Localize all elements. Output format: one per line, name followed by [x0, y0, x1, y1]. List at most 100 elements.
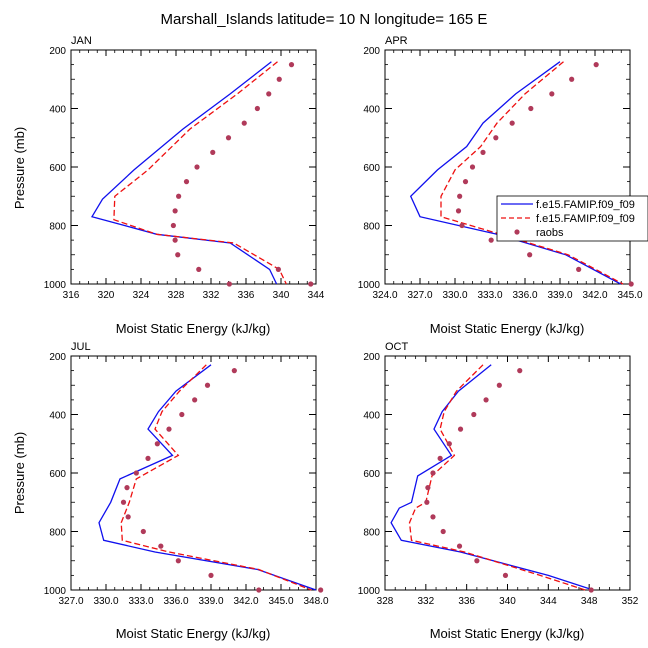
panel-title: OCT [385, 341, 409, 353]
x-tick-label: 333.0 [128, 596, 153, 607]
x-tick-label: 344 [540, 596, 557, 607]
raobs-point [124, 485, 130, 491]
y-tick-label: 600 [49, 469, 66, 480]
plot-frame [70, 49, 317, 285]
x-tick-label: 339.0 [547, 290, 572, 301]
y-axis-label: Pressure (mb) [12, 127, 27, 209]
raobs-point [125, 514, 131, 520]
raobs-point [437, 455, 443, 461]
series-line-solid [91, 61, 278, 285]
y-tick-label: 600 [363, 469, 380, 480]
raobs-point [446, 441, 452, 447]
x-tick-label: 328 [377, 596, 394, 607]
series-line-dashed [120, 364, 312, 591]
raobs-point [192, 397, 198, 403]
y-axis-label: Pressure (mb) [12, 432, 27, 514]
legend-entry: f.e15.FAMIP.f09_f09 [536, 213, 635, 225]
raobs-point [254, 105, 260, 112]
raobs-point [210, 149, 216, 155]
series-line-solid [409, 61, 622, 285]
panel-jul: JUL Moist Static Energy (kJ/kg) Pressure… [12, 341, 329, 641]
raobs-point [140, 528, 146, 535]
raobs-point [226, 281, 232, 287]
raobs-point [166, 426, 172, 432]
raobs-point [275, 266, 281, 272]
raobs-point [457, 426, 464, 432]
x-tick-label: 324 [133, 290, 150, 301]
x-axis-label: Moist Static Energy (kJ/kg) [116, 626, 271, 641]
y-tick-label: 200 [49, 46, 66, 57]
x-tick-label: 324.0 [372, 290, 397, 301]
raobs-point [430, 470, 436, 476]
panel-oct: OCT Moist Static Energy (kJ/kg) 328 332 33… [358, 341, 639, 641]
raobs-point [154, 441, 160, 447]
y-tick-label: 800 [363, 528, 380, 539]
x-tick-label: 332 [417, 596, 434, 607]
raobs-point [480, 149, 486, 155]
raobs-point [276, 76, 282, 82]
panel-title: APR [385, 35, 408, 47]
y-tick-label: 800 [49, 222, 66, 233]
raobs-point [225, 135, 232, 141]
y-tick-label: 1000 [44, 586, 67, 597]
y-tick-label: 800 [49, 528, 66, 539]
legend-entry: f.e15.FAMIP.f09_f09 [536, 199, 635, 211]
x-tick-label: 332 [203, 290, 220, 301]
raobs-point [471, 411, 477, 418]
raobs-point [474, 558, 480, 564]
raobs-point [204, 382, 211, 388]
raobs-point [459, 222, 465, 229]
raobs-point [517, 368, 523, 374]
x-tick-label: 345.0 [268, 596, 293, 607]
raobs-point [455, 208, 462, 214]
x-tick-label: 342.0 [582, 290, 607, 301]
y-tick-label: 200 [49, 352, 66, 363]
raobs-point [175, 252, 181, 258]
raobs-point [288, 62, 295, 68]
y-tick-label: 600 [49, 163, 66, 174]
x-tick-label: 333.0 [477, 290, 502, 301]
y-tick-label: 1000 [358, 586, 381, 597]
raobs-point [194, 164, 200, 170]
series-line-dashed [440, 61, 624, 285]
raobs-point [628, 281, 634, 287]
raobs-point [588, 587, 594, 593]
x-tick-label: 342.0 [233, 596, 258, 607]
y-tick-label: 400 [49, 411, 66, 422]
x-tick-label: 320 [98, 290, 115, 301]
raobs-point [266, 91, 272, 97]
raobs-point [133, 470, 139, 476]
raobs-point [528, 105, 534, 112]
series-line-solid [98, 364, 317, 591]
y-tick-label: 400 [49, 105, 66, 116]
raobs-point [469, 164, 476, 170]
series-line-dashed [408, 364, 586, 591]
legend-entry: raobs [536, 227, 564, 239]
panel-jan: JAN Moist Static Energy (kJ/kg) Pressure… [12, 35, 325, 336]
raobs-point [488, 237, 494, 243]
x-tick-label: 340 [499, 596, 516, 607]
raobs-point [175, 558, 181, 564]
x-tick-label: 348 [581, 596, 598, 607]
raobs-point [424, 499, 430, 505]
panel-title: JUL [71, 341, 91, 353]
raobs-point [457, 193, 463, 199]
raobs-point [430, 514, 436, 520]
raobs-point [462, 179, 469, 185]
raobs-point [170, 222, 176, 229]
x-tick-label: 352 [622, 596, 639, 607]
x-tick-label: 330.0 [93, 596, 118, 607]
x-tick-label: 336 [458, 596, 475, 607]
raobs-point [145, 455, 151, 461]
x-tick-label: 340 [273, 290, 290, 301]
y-tick-label: 1000 [44, 280, 67, 291]
x-tick-label: 330.0 [442, 290, 467, 301]
raobs-point [569, 76, 575, 82]
x-axis-label: Moist Static Energy (kJ/kg) [116, 321, 271, 336]
raobs-point [483, 397, 489, 403]
y-tick-label: 400 [363, 411, 380, 422]
x-tick-label: 339.0 [198, 596, 223, 607]
raobs-point [576, 266, 582, 272]
raobs-point [308, 281, 314, 287]
